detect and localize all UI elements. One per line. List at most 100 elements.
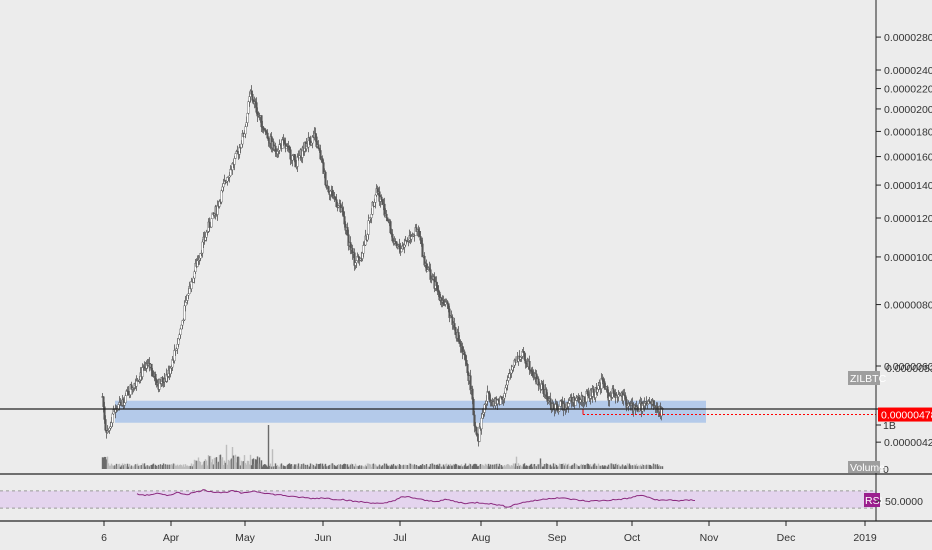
volume-bar xyxy=(344,464,347,469)
volume-bar xyxy=(131,466,134,469)
volume-bar xyxy=(488,466,491,469)
volume-bar xyxy=(299,466,302,469)
candle-body xyxy=(574,400,577,406)
volume-bar xyxy=(431,463,434,469)
volume-bar xyxy=(540,463,543,469)
volume-bar xyxy=(168,464,171,469)
volume-bar xyxy=(105,459,108,469)
volume-bar xyxy=(421,463,424,469)
volume-bar xyxy=(191,466,194,469)
candle-body xyxy=(187,293,190,296)
volume-bar xyxy=(340,465,343,469)
volume-bar xyxy=(573,463,576,469)
volume-bar xyxy=(425,464,428,469)
rsi-pane[interactable] xyxy=(0,489,876,509)
volume-bar xyxy=(298,466,301,469)
volume-bar xyxy=(173,463,176,469)
volume-bar xyxy=(341,465,344,469)
volume-bar xyxy=(500,465,503,469)
volume-bar xyxy=(632,466,635,469)
volume-bar xyxy=(556,466,559,469)
volume-bar xyxy=(520,466,523,469)
volume-bar xyxy=(150,464,153,469)
volume-bar xyxy=(267,425,270,469)
volume-bar xyxy=(144,466,147,469)
rsi-line xyxy=(136,489,696,508)
volume-bar xyxy=(286,464,289,469)
volume-bar xyxy=(180,465,183,469)
volume-bar xyxy=(385,463,388,469)
volume-bar xyxy=(220,459,223,469)
rsi-axis[interactable]: RSI 50.0000 xyxy=(864,493,923,508)
volume-bar xyxy=(375,465,378,469)
candle-body xyxy=(246,113,249,123)
time-tick-label: Dec xyxy=(777,532,796,544)
volume-bar xyxy=(102,457,105,469)
volume-bar xyxy=(218,455,221,469)
time-tick-label: Oct xyxy=(624,532,640,544)
volume-bar xyxy=(391,465,394,469)
volume-bar xyxy=(390,464,393,469)
time-tick-label: 6 xyxy=(101,532,107,544)
volume-bar xyxy=(152,463,155,469)
volume-bar xyxy=(383,463,386,469)
volume-bar xyxy=(459,465,462,469)
volume-bar xyxy=(576,465,579,469)
volume-bar xyxy=(374,464,377,469)
volume-bar xyxy=(476,466,479,469)
volume-axis[interactable]: 1B 0 Volume xyxy=(848,420,896,476)
volume-bar xyxy=(122,465,125,469)
volume-bar xyxy=(125,466,128,469)
volume-bar xyxy=(470,466,473,469)
volume-bar xyxy=(402,464,405,469)
volume-bar xyxy=(251,459,254,469)
volume-bar xyxy=(438,463,441,469)
volume-bar xyxy=(236,456,239,469)
volume-bar xyxy=(214,457,217,469)
volume-bar xyxy=(153,466,156,469)
volume-pane[interactable] xyxy=(101,425,664,469)
volume-bar xyxy=(648,464,651,469)
volume-bar xyxy=(185,465,188,469)
volume-bar xyxy=(378,464,381,469)
volume-bar xyxy=(113,465,116,469)
volume-bar xyxy=(506,463,509,469)
volume-bar xyxy=(604,465,607,469)
volume-bar xyxy=(430,463,433,469)
volume-bar xyxy=(437,465,440,469)
volume-bar xyxy=(583,465,586,469)
volume-bar xyxy=(602,466,605,469)
volume-bar xyxy=(595,465,598,469)
volume-bar xyxy=(462,466,465,469)
volume-bar xyxy=(112,466,115,469)
volume-bar xyxy=(326,466,329,469)
volume-bar xyxy=(472,464,475,469)
volume-bar xyxy=(196,460,199,469)
volume-bar xyxy=(211,459,214,469)
volume-bar xyxy=(562,463,565,469)
candle-body xyxy=(453,323,456,328)
time-axis[interactable]: 6 Apr May Jun Jul Aug Sep Oct Nov Dec 2019 xyxy=(101,521,877,544)
volume-bar xyxy=(480,466,483,469)
volume-bar xyxy=(188,465,191,469)
volume-bar xyxy=(614,463,617,469)
price-pane[interactable] xyxy=(0,0,876,447)
volume-bar xyxy=(398,464,401,469)
volume-bar xyxy=(559,463,562,469)
volume-bar xyxy=(457,465,460,469)
volume-bar xyxy=(409,463,412,469)
volume-bar xyxy=(266,466,269,469)
volume-bar xyxy=(516,466,519,469)
volume-bar xyxy=(260,460,263,469)
volume-bar xyxy=(154,464,157,469)
volume-bar xyxy=(259,463,262,469)
volume-bar xyxy=(162,463,165,469)
volume-bar xyxy=(225,444,228,469)
volume-bar xyxy=(290,464,293,469)
